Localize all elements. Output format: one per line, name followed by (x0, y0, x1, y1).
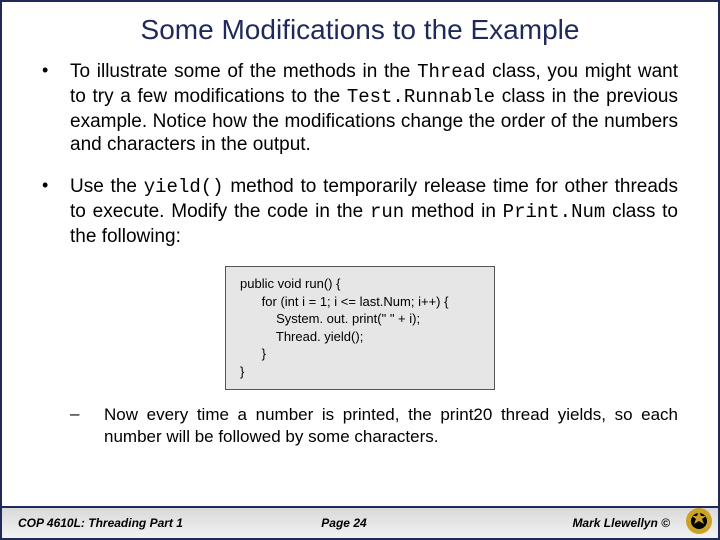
ucf-logo-icon (684, 506, 714, 536)
bullet-text: To illustrate some of the methods in the… (70, 60, 678, 157)
sub-bullet-text: Now every time a number is printed, the … (104, 404, 678, 448)
footer-left: COP 4610L: Threading Part 1 (18, 516, 235, 530)
footer-right: Mark Llewellyn © (453, 516, 708, 530)
footer: COP 4610L: Threading Part 1 Page 24 Mark… (2, 506, 718, 538)
bullet-item: • To illustrate some of the methods in t… (42, 60, 678, 157)
bullet-text: Use the yield() method to temporarily re… (70, 175, 678, 248)
bullet-list: • To illustrate some of the methods in t… (42, 60, 678, 248)
footer-center: Page 24 (235, 516, 452, 530)
code-block: public void run() { for (int i = 1; i <=… (225, 266, 495, 389)
bullet-marker: • (42, 60, 70, 157)
slide-title: Some Modifications to the Example (2, 2, 718, 54)
sub-bullet-item: – Now every time a number is printed, th… (70, 404, 678, 448)
slide: Some Modifications to the Example • To i… (0, 0, 720, 540)
slide-body: • To illustrate some of the methods in t… (2, 54, 718, 506)
code-block-wrap: public void run() { for (int i = 1; i <=… (42, 266, 678, 389)
bullet-marker: • (42, 175, 70, 248)
sub-bullet-list: – Now every time a number is printed, th… (42, 404, 678, 448)
bullet-item: • Use the yield() method to temporarily … (42, 175, 678, 248)
sub-bullet-marker: – (70, 404, 104, 448)
